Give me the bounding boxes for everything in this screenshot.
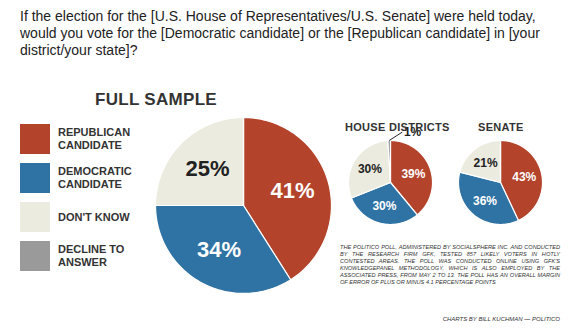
svg-text:30%: 30% [372, 199, 396, 213]
html-text:SENATE: SENATE [478, 121, 524, 133]
html-text:DEMOCRATIC CANDIDATE: DEMOCRATIC CANDIDATE [58, 165, 132, 190]
svg-text:36%: 36% [473, 194, 497, 208]
svg-text:30%: 30% [358, 162, 382, 176]
svg-text:43%: 43% [512, 170, 536, 184]
svg-text:21%: 21% [474, 156, 498, 170]
svg-text:41%: 41% [270, 178, 314, 203]
html-text:REPUBLICAN CANDIDATE: REPUBLICAN CANDIDATE [58, 126, 131, 151]
html-text:THE POLITICO POLL, ADMINISTERE: THE POLITICO POLL, ADMINISTERED BY SOCIA… [340, 244, 560, 285]
html-text:HOUSE DISTRICTS: HOUSE DISTRICTS [345, 121, 450, 133]
html-text:FULL SAMPLE: FULL SAMPLE [95, 90, 217, 109]
svg-text:25%: 25% [185, 156, 229, 181]
html-text:DON'T KNOW: DON'T KNOW [58, 210, 130, 223]
svg-text:39%: 39% [401, 167, 425, 181]
html-text:If the election for the [U.S.: If the election for the [U.S. House of R… [20, 8, 540, 58]
html-text:CHARTS BY BILL KUCHMAN — POLIT: CHARTS BY BILL KUCHMAN — POLITICO [442, 316, 560, 322]
html-text:DECLINE TO ANSWER: DECLINE TO ANSWER [58, 243, 125, 268]
svg-text:34%: 34% [197, 237, 241, 262]
